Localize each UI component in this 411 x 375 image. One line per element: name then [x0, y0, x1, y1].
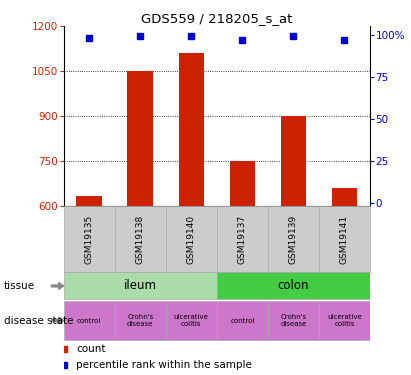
Bar	[268, 301, 319, 340]
Bar	[319, 206, 370, 272]
Text: colon: colon	[277, 279, 309, 292]
Bar	[178, 53, 204, 206]
Text: percentile rank within the sample: percentile rank within the sample	[76, 360, 252, 370]
Bar	[217, 272, 370, 299]
Text: Crohn's
disease: Crohn's disease	[127, 314, 153, 327]
Text: GSM19140: GSM19140	[187, 214, 196, 264]
Text: disease state: disease state	[4, 316, 74, 326]
Bar	[115, 206, 166, 272]
Text: GSM19139: GSM19139	[289, 214, 298, 264]
Text: tissue: tissue	[4, 281, 35, 291]
Bar	[281, 116, 306, 206]
Bar	[166, 301, 217, 340]
Text: control: control	[230, 318, 254, 324]
Text: ileum: ileum	[124, 279, 157, 292]
Bar	[319, 301, 370, 340]
Text: count: count	[76, 344, 106, 354]
Text: ulcerative
colitis: ulcerative colitis	[327, 314, 362, 327]
Bar	[64, 206, 115, 272]
Bar	[76, 196, 102, 206]
Bar	[115, 301, 166, 340]
Bar	[217, 206, 268, 272]
Bar	[332, 188, 357, 206]
Bar	[217, 301, 268, 340]
Text: control: control	[77, 318, 102, 324]
Text: GSM19137: GSM19137	[238, 214, 247, 264]
Title: GDS559 / 218205_s_at: GDS559 / 218205_s_at	[141, 12, 293, 25]
Bar	[64, 272, 217, 299]
Bar	[127, 71, 153, 206]
Text: GSM19141: GSM19141	[340, 214, 349, 264]
Text: Crohn's
disease: Crohn's disease	[280, 314, 307, 327]
Text: GSM19138: GSM19138	[136, 214, 145, 264]
Bar	[268, 206, 319, 272]
Bar	[64, 301, 115, 340]
Bar	[166, 206, 217, 272]
Text: ulcerative
colitis: ulcerative colitis	[174, 314, 209, 327]
Text: GSM19135: GSM19135	[85, 214, 94, 264]
Bar	[230, 161, 255, 206]
